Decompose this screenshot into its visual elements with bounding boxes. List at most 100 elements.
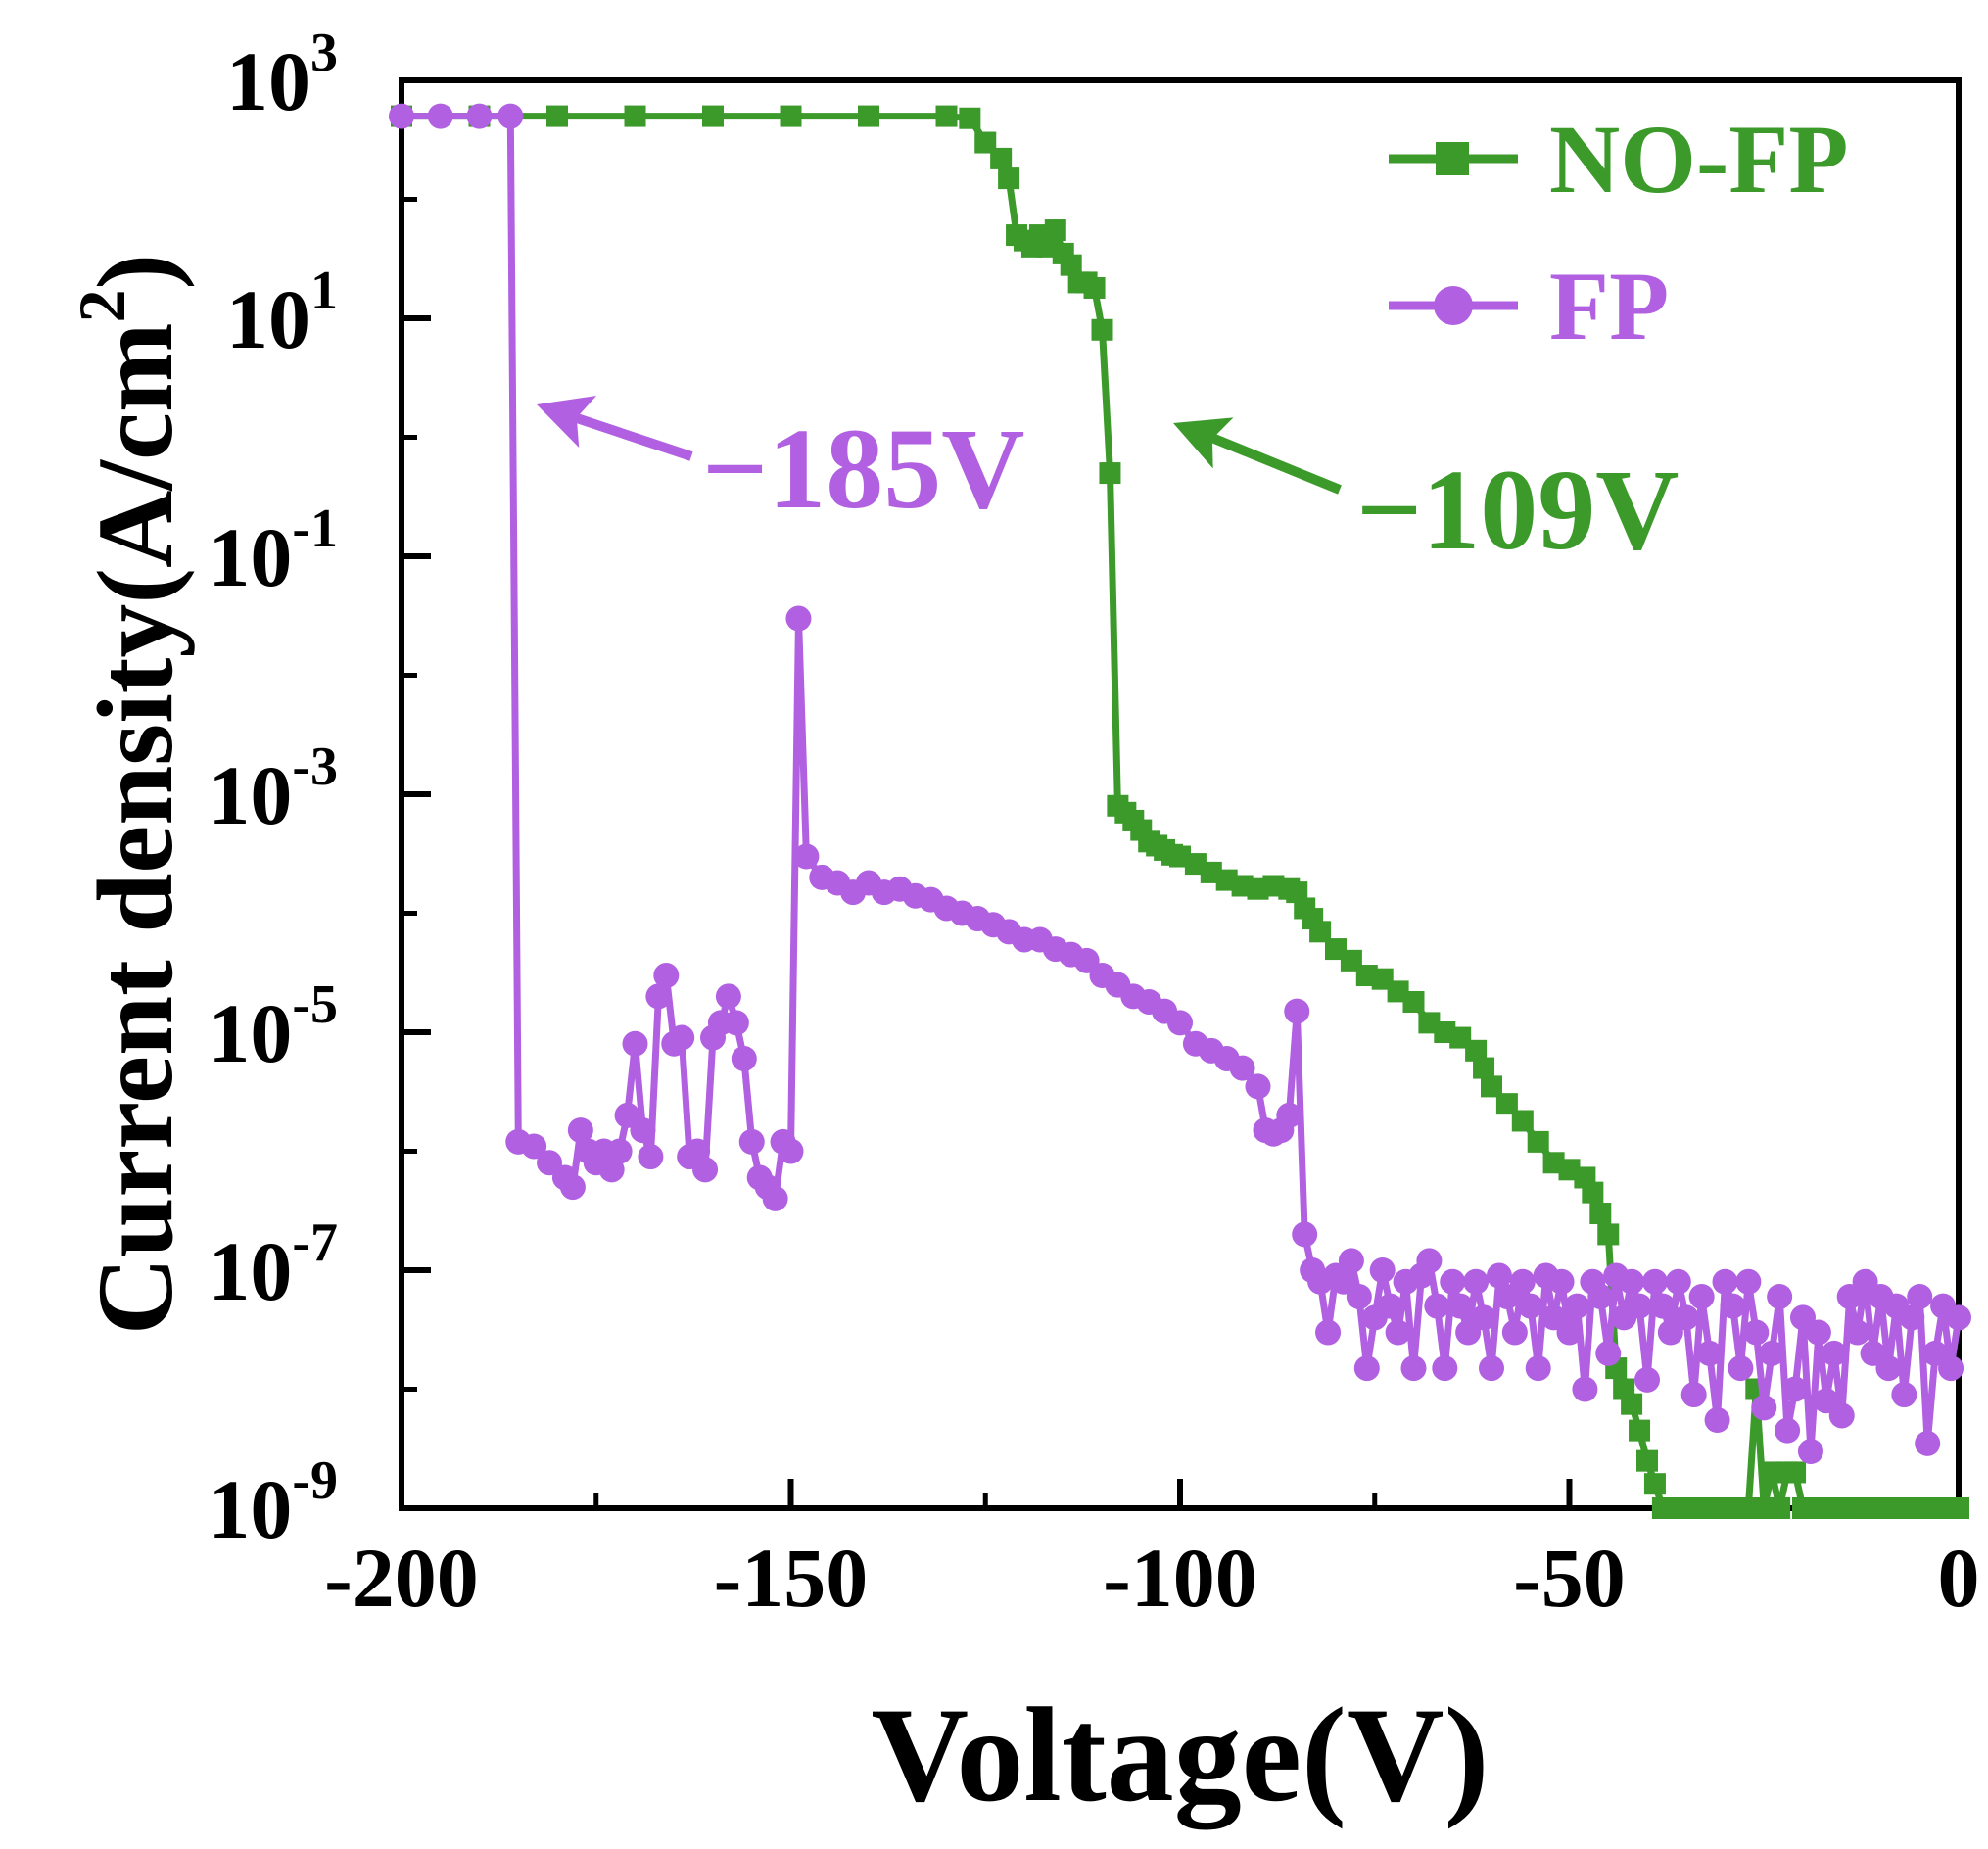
data-point xyxy=(1564,1294,1589,1319)
data-point xyxy=(1528,1131,1549,1153)
annotation-0: −185V xyxy=(537,396,1024,533)
y-tick-label: 10-7 xyxy=(208,1212,338,1318)
y-tick-base: 10 xyxy=(208,510,292,604)
data-point xyxy=(1463,1269,1489,1295)
data-point xyxy=(1674,1304,1699,1330)
y-tick-base: 10 xyxy=(208,748,292,842)
data-point xyxy=(1782,1377,1808,1402)
data-point xyxy=(1099,462,1120,484)
data-point xyxy=(1432,1355,1457,1381)
data-point xyxy=(1386,1320,1411,1346)
series-layer xyxy=(389,104,1971,1519)
y-axis-title: Current density(A/cm2) xyxy=(65,254,195,1335)
data-point xyxy=(1720,1294,1745,1319)
data-point xyxy=(1339,1248,1364,1273)
data-point xyxy=(1276,1103,1302,1128)
data-point xyxy=(763,1186,788,1211)
data-point xyxy=(1518,1294,1543,1319)
y-tick-label: 10-5 xyxy=(208,974,338,1080)
data-point xyxy=(1424,1294,1449,1319)
data-point xyxy=(732,1046,757,1071)
data-point xyxy=(1526,1355,1551,1381)
data-point xyxy=(785,606,811,632)
data-point xyxy=(1946,1304,1971,1330)
data-point xyxy=(702,106,724,127)
x-tick-labels: -200 -150 -100 -50 0 xyxy=(324,1531,1979,1625)
data-point xyxy=(560,1174,586,1200)
y-tick-label: 10-1 xyxy=(208,498,338,604)
data-point xyxy=(1938,1355,1964,1381)
data-point xyxy=(546,106,568,127)
data-point xyxy=(1751,1395,1776,1420)
data-point xyxy=(1666,1269,1691,1295)
y-tick-exponent: -5 xyxy=(292,974,338,1035)
series-line-fp xyxy=(402,117,1959,1451)
data-point xyxy=(623,1031,648,1057)
data-point xyxy=(1403,991,1425,1013)
data-point xyxy=(1642,1269,1668,1295)
y-tick-label: 101 xyxy=(226,261,338,366)
y-tick-base: 10 xyxy=(208,1462,292,1556)
legend-marker xyxy=(1436,142,1469,175)
data-point xyxy=(1315,1320,1341,1346)
x-tick-label: 0 xyxy=(1938,1531,1980,1625)
data-point xyxy=(428,104,453,129)
data-point xyxy=(1284,999,1309,1024)
y-tick-exponent: 1 xyxy=(310,261,338,321)
y-tick-exponent: -1 xyxy=(292,498,338,559)
data-point xyxy=(1447,1294,1473,1319)
annotation-arrow-shaft xyxy=(1193,430,1340,490)
data-point xyxy=(1689,1284,1715,1309)
data-point xyxy=(1634,1367,1660,1393)
y-axis-title-main: Current density(A/cm xyxy=(75,322,195,1335)
data-point xyxy=(1512,1110,1534,1131)
y-tick-exponent: 3 xyxy=(310,23,338,83)
plot-area: −185V −109V xyxy=(389,80,1971,1519)
data-point xyxy=(1597,1223,1619,1245)
data-point xyxy=(1595,1341,1621,1366)
y-tick-exponent: -9 xyxy=(292,1450,338,1511)
data-point xyxy=(1440,1269,1465,1295)
x-tick-label: -50 xyxy=(1513,1531,1626,1625)
y-tick-exponent: -7 xyxy=(292,1212,338,1273)
x-tick-label: -100 xyxy=(1103,1531,1257,1625)
data-point xyxy=(1092,319,1113,341)
data-point xyxy=(1045,219,1066,241)
data-point xyxy=(724,1010,749,1035)
data-point xyxy=(1735,1269,1761,1295)
data-point xyxy=(1784,1461,1806,1483)
annotation-label: −109V xyxy=(1356,446,1679,574)
data-point xyxy=(1907,1284,1932,1309)
y-tick-label: 103 xyxy=(226,23,338,128)
data-point xyxy=(1713,1269,1738,1295)
annotation-label: −185V xyxy=(702,404,1024,533)
data-point xyxy=(1589,1203,1611,1224)
data-point xyxy=(1292,1221,1317,1247)
data-point xyxy=(630,1117,655,1143)
y-tick-label: 10-3 xyxy=(208,736,338,842)
data-point xyxy=(1948,1497,1969,1519)
data-point xyxy=(1619,1269,1644,1295)
data-point xyxy=(1510,1269,1536,1295)
data-point xyxy=(1416,1248,1442,1273)
annotation-1: −109V xyxy=(1173,417,1679,574)
data-point xyxy=(1767,1284,1792,1309)
data-point xyxy=(1915,1431,1940,1456)
data-point xyxy=(1875,1355,1901,1381)
data-point xyxy=(793,844,819,870)
data-point xyxy=(1636,1450,1658,1472)
legend-label: FP xyxy=(1549,252,1669,360)
data-point xyxy=(1775,1418,1800,1444)
y-tick-base: 10 xyxy=(208,1224,292,1318)
data-point xyxy=(779,1139,804,1164)
data-point xyxy=(625,106,646,127)
x-tick-label: -200 xyxy=(324,1531,479,1625)
x-tick-label: -150 xyxy=(714,1531,869,1625)
y-tick-base: 10 xyxy=(226,34,310,128)
data-point xyxy=(1650,1294,1676,1319)
data-point xyxy=(1627,1294,1652,1319)
data-point xyxy=(638,1144,663,1169)
data-point xyxy=(1167,1010,1193,1035)
data-point xyxy=(1829,1402,1855,1428)
data-point xyxy=(716,983,741,1009)
